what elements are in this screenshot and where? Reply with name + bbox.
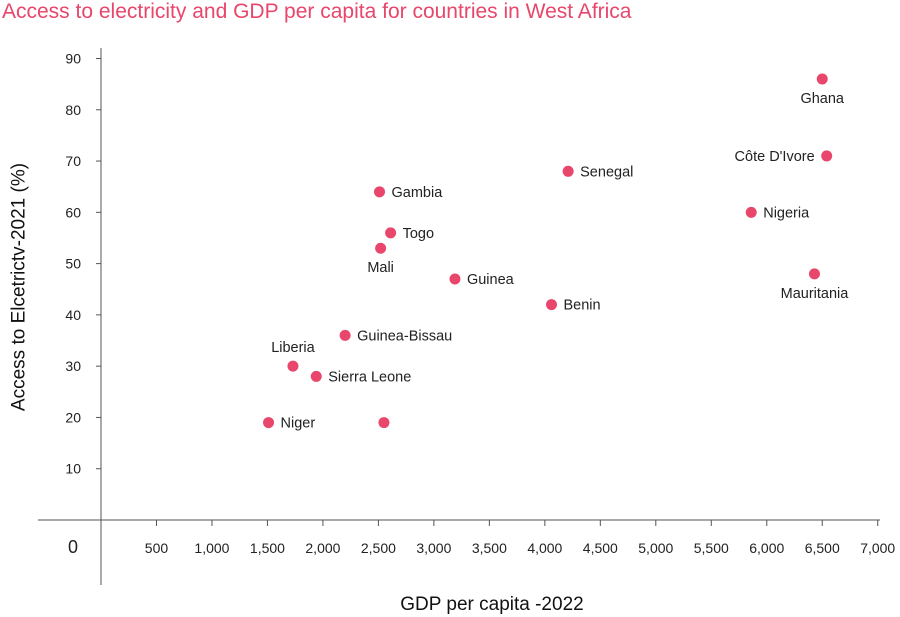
data-label: Sierra Leone bbox=[328, 369, 411, 385]
x-tick-label: 7,000 bbox=[860, 540, 895, 556]
x-tick-label: 5,500 bbox=[694, 540, 729, 556]
x-tick-label: 5,000 bbox=[638, 540, 673, 556]
data-point bbox=[287, 360, 299, 372]
data-point bbox=[449, 273, 461, 285]
data-point bbox=[263, 417, 275, 429]
x-tick-label: 2,000 bbox=[305, 540, 340, 556]
y-tick-label: 30 bbox=[65, 358, 81, 374]
y-tick-label: 70 bbox=[65, 153, 81, 169]
data-label: Liberia bbox=[271, 340, 315, 356]
x-tick-label: 500 bbox=[145, 540, 169, 556]
y-tick-label: 60 bbox=[65, 204, 81, 220]
data-label: Ghana bbox=[800, 91, 844, 107]
data-point bbox=[821, 150, 833, 162]
data-label: Guinea-Bissau bbox=[357, 328, 452, 344]
data-label: Côte D'Ivore bbox=[735, 149, 815, 165]
x-tick-label: 4,500 bbox=[583, 540, 618, 556]
x-axis-title: GDP per capita -2022 bbox=[400, 594, 583, 615]
data-label: Benin bbox=[563, 298, 600, 314]
data-point bbox=[562, 165, 574, 177]
data-point bbox=[385, 227, 397, 239]
data-point bbox=[808, 268, 820, 280]
x-tick-label: 2,500 bbox=[361, 540, 396, 556]
chart-title: Access to electricity and GDP per capita… bbox=[2, 0, 632, 23]
y-tick-label: 10 bbox=[65, 461, 81, 477]
data-point bbox=[310, 370, 322, 382]
x-tick-label: 3,500 bbox=[472, 540, 507, 556]
data-point bbox=[378, 417, 390, 429]
data-label: Gambia bbox=[392, 185, 444, 201]
x-tick-label: 1,000 bbox=[194, 540, 229, 556]
x-tick-label: 3,000 bbox=[416, 540, 451, 556]
data-points bbox=[263, 73, 833, 429]
x-tick-label: 1,500 bbox=[250, 540, 285, 556]
x-tick-label: 4,000 bbox=[527, 540, 562, 556]
x-tick-label: 6,500 bbox=[805, 540, 840, 556]
data-label: Mali bbox=[367, 260, 394, 276]
data-point bbox=[745, 206, 757, 218]
data-label: Togo bbox=[403, 226, 434, 242]
origin-label: 0 bbox=[68, 537, 78, 557]
x-tick-label: 6,000 bbox=[749, 540, 784, 556]
x-axis-ticks: 500 1,000 1,500 2,000 2,500 3,000 3,500 4,000 4,… bbox=[145, 520, 895, 556]
y-tick-label: 40 bbox=[65, 307, 81, 323]
data-point bbox=[545, 299, 557, 311]
y-axis-ticks: 10 20 30 40 50 60 70 80 90 bbox=[65, 50, 101, 477]
data-label: Niger bbox=[281, 416, 316, 432]
data-point bbox=[816, 73, 828, 85]
data-labels: Ghana Côte D'Ivore Nigeria Mauritania Senega… bbox=[271, 91, 849, 432]
data-point bbox=[375, 242, 387, 254]
data-label: Nigeria bbox=[763, 205, 810, 221]
y-tick-label: 50 bbox=[65, 256, 81, 272]
data-point bbox=[339, 329, 351, 341]
data-point bbox=[374, 186, 386, 198]
y-tick-label: 80 bbox=[65, 102, 81, 118]
y-tick-label: 20 bbox=[65, 409, 81, 425]
data-label: Senegal bbox=[580, 164, 633, 180]
data-label: Mauritania bbox=[781, 286, 850, 302]
y-axis-title: Access to Elcetrictv-2021 (%) bbox=[9, 163, 30, 411]
data-label: Guinea bbox=[467, 272, 515, 288]
y-tick-label: 90 bbox=[65, 50, 81, 66]
